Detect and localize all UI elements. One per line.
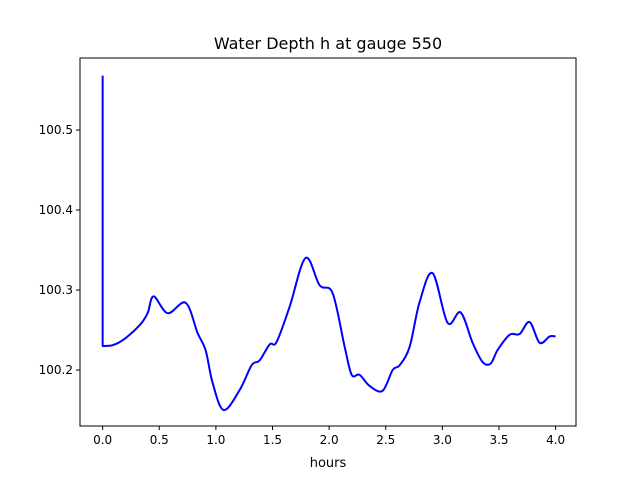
y-tick-label: 100.4 [39,203,73,217]
x-tick-label: 0.5 [150,433,169,447]
x-tick-label: 3.0 [433,433,452,447]
x-tick-label: 2.5 [376,433,395,447]
plot-frame [79,57,577,427]
x-tick-label: 0.0 [93,433,112,447]
x-tick-label: 1.5 [263,433,282,447]
x-axis-label: hours [310,456,347,471]
x-tick-label: 3.5 [489,433,508,447]
y-tick-label: 100.3 [39,283,73,297]
x-tick-label: 4.0 [546,433,565,447]
y-tick-label: 100.2 [39,363,73,377]
x-tick-label: 1.0 [206,433,225,447]
series-line-h [101,75,556,411]
chart-title: Water Depth h at gauge 550 [214,34,442,53]
x-tick-label: 2.0 [320,433,339,447]
y-tick-label: 100.5 [39,123,73,137]
